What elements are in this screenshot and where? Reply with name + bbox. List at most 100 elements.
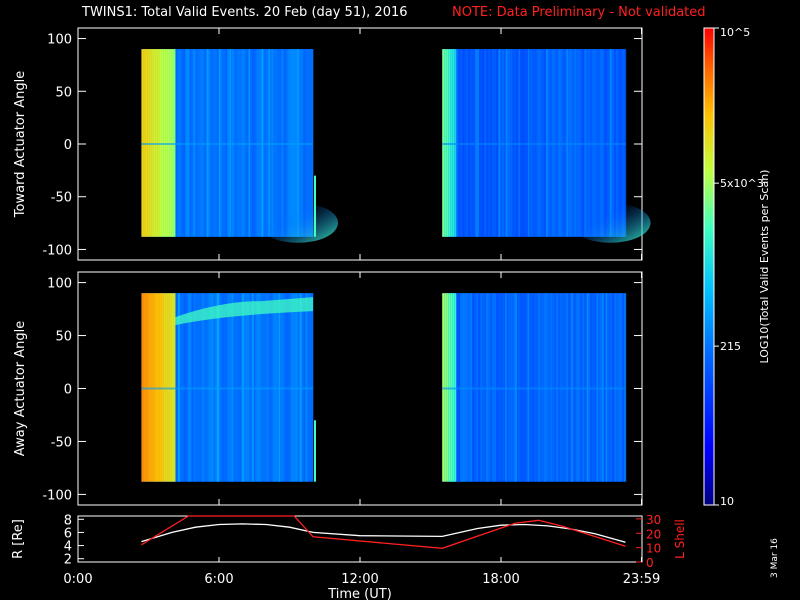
segment-stripe	[522, 293, 525, 482]
segment-stripe	[185, 49, 188, 237]
segment-stripe	[231, 49, 234, 237]
segment-stripe	[237, 49, 240, 237]
segment-stripe	[486, 49, 489, 237]
segment-early	[448, 49, 451, 237]
y-tick-label: -100	[42, 243, 72, 258]
segment-stripe	[303, 49, 306, 237]
segment-stripe	[546, 293, 549, 482]
segment-stripe	[536, 49, 539, 237]
segment-stripe	[269, 293, 272, 482]
segment-stripe	[524, 293, 527, 482]
segment-stripe	[598, 49, 601, 237]
segment-stripe	[526, 293, 529, 482]
segment-stripe	[213, 293, 216, 482]
segment-stripe	[564, 293, 567, 482]
segment-stripe	[500, 49, 503, 237]
segment-stripe	[496, 293, 499, 482]
segment-early	[173, 293, 176, 482]
orbit-frame	[77, 515, 643, 563]
segment-stripe	[588, 293, 591, 482]
segment-stripe	[243, 49, 246, 237]
segment-stripe	[283, 49, 286, 237]
segment-stripe	[592, 49, 595, 237]
segment-early	[452, 49, 455, 237]
segment-stripe	[502, 49, 505, 237]
segment-stripe	[211, 293, 214, 482]
segment-stripe	[618, 49, 621, 237]
segment-stripe	[582, 293, 585, 482]
segment-stripe	[488, 49, 491, 237]
segment-stripe	[604, 293, 607, 482]
segment-stripe	[265, 49, 268, 237]
segment-stripe	[255, 293, 258, 482]
lshell-line	[141, 515, 626, 549]
segment-streak	[566, 49, 568, 237]
segment-stripe	[522, 49, 525, 237]
segment-stripe	[466, 293, 469, 482]
segment-stripe	[594, 49, 597, 237]
segment-stripe	[311, 293, 314, 482]
segment-stripe	[183, 49, 186, 237]
segment-stripe	[273, 293, 276, 482]
segment-stripe	[476, 293, 479, 482]
segment-early	[442, 49, 445, 237]
segment-stripe	[201, 293, 204, 482]
segment-early	[153, 293, 156, 482]
segment-stripe	[261, 293, 264, 482]
segment-stripe	[536, 293, 539, 482]
segment-stripe	[225, 293, 228, 482]
segment-stripe	[285, 293, 288, 482]
segment-stripe	[620, 293, 623, 482]
segment-stripe	[195, 293, 198, 482]
segment-streak	[242, 293, 245, 482]
segment-stripe	[245, 49, 248, 237]
segment-stripe	[610, 49, 613, 237]
segment-stripe	[532, 49, 535, 237]
segment-stripe	[179, 293, 182, 482]
segment-stripe	[490, 293, 493, 482]
segment-stripe	[233, 293, 236, 482]
data-segment	[141, 293, 314, 482]
segment-stripe	[480, 49, 483, 237]
segment-stripe	[568, 293, 571, 482]
segment-stripe	[516, 49, 519, 237]
segment-stripe	[542, 49, 545, 237]
y-tick-label: 100	[47, 33, 72, 48]
segment-stripe	[263, 49, 266, 237]
segment-stripe	[512, 293, 515, 482]
segment-stripe	[197, 293, 200, 482]
segment-stripe	[592, 293, 595, 482]
segment-stripe	[624, 293, 627, 482]
segment-stripe	[548, 293, 551, 482]
segment-stripe	[279, 293, 282, 482]
segment-streak	[586, 293, 589, 482]
segment-stripe	[207, 49, 210, 237]
segment-stripe	[594, 293, 597, 482]
segment-stripe	[616, 49, 619, 237]
segment-stripe	[576, 49, 579, 237]
segment-stripe	[488, 293, 491, 482]
segment-stripe	[223, 293, 226, 482]
segment-streak	[297, 49, 299, 237]
segment-stripe	[307, 293, 310, 482]
segment-stripe	[209, 293, 212, 482]
segment-stripe	[558, 293, 561, 482]
segment-stripe	[271, 293, 274, 482]
segment-stripe	[205, 293, 208, 482]
segment-stripe	[185, 293, 188, 482]
segment-stripe	[468, 49, 471, 237]
segment-stripe	[494, 49, 497, 237]
data-segment	[442, 49, 651, 243]
date-stamp: 3 Mar 16	[770, 538, 780, 578]
segment-early	[163, 49, 166, 237]
segment-stripe	[281, 49, 284, 237]
segment-streak	[300, 293, 302, 482]
segment-stripe	[574, 293, 577, 482]
segment-stripe	[295, 49, 298, 237]
y-axis-label: Toward Actuator Angle	[13, 71, 28, 218]
segment-stripe	[209, 49, 212, 237]
segment-stripe	[269, 49, 272, 237]
segment-stripe	[484, 293, 487, 482]
segment-stripe	[590, 49, 593, 237]
segment-stripe	[279, 49, 282, 237]
